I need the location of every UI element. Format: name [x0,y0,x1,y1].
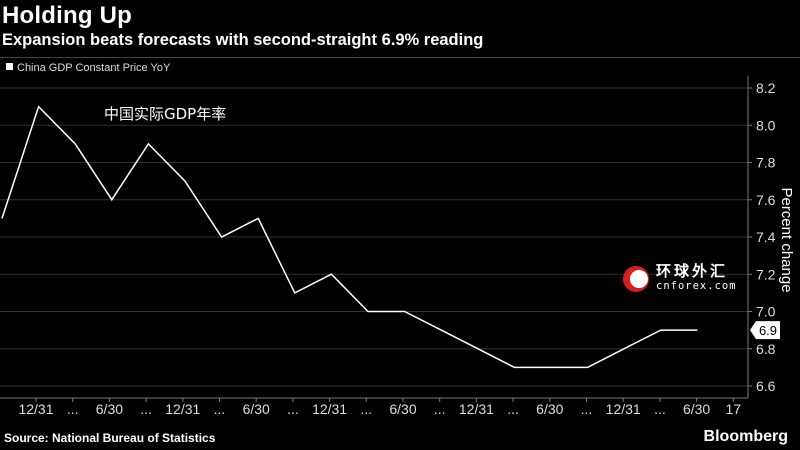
x-tick-label: ... [67,401,79,417]
x-tick-label: ... [140,401,152,417]
y-tick-label: 7.6 [756,192,776,208]
x-tick-label: ... [287,401,299,417]
chart-title: Holding Up [2,2,132,29]
header-divider [0,57,800,58]
x-axis-ticks: 12/31... 6/30... 12/31... 6/30... 12/31... 6/… [18,398,741,417]
y-tick-label: 7.4 [756,229,776,245]
x-tick-label: 12/31 [459,401,494,417]
last-value-text: 6.9 [759,323,777,338]
chart-subtitle: Expansion beats forecasts with second-st… [2,31,484,49]
x-tick-label: ... [581,401,593,417]
x-tick-label: 6/30 [389,401,416,417]
line-chart: 8.2 8.0 7.8 7.6 7.4 7.2 7.0 6.8 6.6 12/31... 6/30… [0,62,795,417]
x-tick-label: 12/31 [165,401,200,417]
x-tick-label: 6/30 [96,401,123,417]
chinese-label: 中国实际GDP年率 [104,105,226,123]
y-tick-label: 6.6 [756,378,776,394]
x-tick-label: ... [214,401,226,417]
y-tick-label: 6.8 [756,341,776,357]
x-tick-label: 12/31 [606,401,641,417]
watermark-url: cnforex.com [656,280,737,292]
last-value-label: 6.9 [750,321,780,340]
legend-swatch [6,63,13,70]
y-tick-label: 7.2 [756,266,776,282]
y-tick-label: 8.0 [756,117,776,133]
last-value-tag [750,321,780,340]
x-tick-label: 6/30 [243,401,270,417]
x-tick-label: ... [654,401,666,417]
watermark-logo-inner [630,270,648,288]
grid-lines [0,87,748,387]
x-tick-label: ... [434,401,446,417]
series-line [1,105,698,369]
y-tick-label: 7.8 [756,155,776,171]
x-tick-label: ... [360,401,372,417]
y-axis-label: Percent change [778,187,795,292]
x-tick-label: 17 [726,401,742,417]
source-note: Source: National Bureau of Statistics [4,431,216,445]
y-axis-ticks: 8.2 8.0 7.8 7.6 7.4 7.2 7.0 6.8 6.6 [748,80,776,394]
x-tick-label: 6/30 [683,401,710,417]
watermark: 环球外汇 cnforex.com [623,262,737,292]
y-tick-label: 8.2 [756,80,776,96]
x-tick-label: ... [507,401,519,417]
x-tick-label: 12/31 [312,401,347,417]
legend: China GDP Constant Price YoY [6,62,171,74]
watermark-cn: 环球外汇 [656,262,728,280]
x-tick-label: 6/30 [536,401,563,417]
brand-logo: Bloomberg [703,428,788,445]
y-tick-label: 7.0 [756,304,776,320]
legend-label: China GDP Constant Price YoY [17,62,171,74]
x-tick-label: 12/31 [18,401,53,417]
